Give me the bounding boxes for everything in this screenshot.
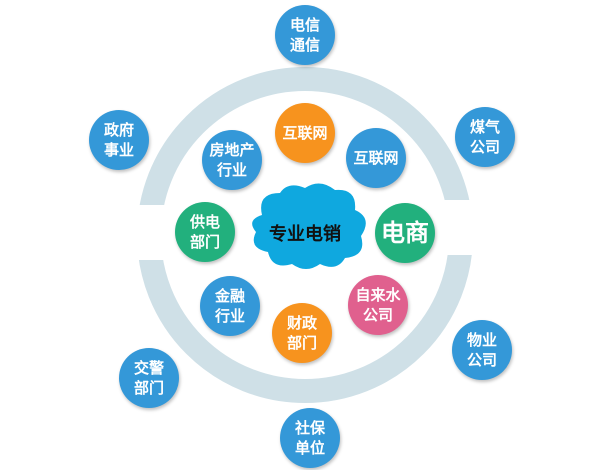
cloud-shape [252,183,366,269]
node-text: 供电 [189,213,220,231]
node-text: 财政 [286,314,317,332]
node-text: 电商 [381,219,429,247]
node-social-security[interactable]: 社保 单位 [280,408,340,468]
node-water[interactable]: 自来水 公司 [348,275,408,335]
node-text: 公司 [362,306,393,324]
node-telecom[interactable]: 电信 通信 [275,5,335,65]
ring-gap-right [440,200,490,255]
node-text: 自来水 [355,286,401,304]
node-government[interactable]: 政府 事业 [89,110,149,170]
node-text: 公司 [466,351,497,369]
node-text: 煤气 [469,118,500,136]
node-text: 通信 [289,36,320,54]
node-finance[interactable]: 金融 行业 [200,276,260,336]
node-text: 互联网 [353,149,399,167]
node-text: 物业 [466,331,497,349]
node-text: 金融 [214,287,245,305]
node-traffic-police[interactable]: 交警 部门 [119,348,179,408]
node-text: 部门 [189,233,220,251]
node-text: 政府 [103,121,134,139]
node-internet-orange[interactable]: 互联网 [275,103,335,163]
node-text: 房地产 [209,141,255,159]
node-ecommerce[interactable]: 电商 [375,203,435,263]
node-text: 交警 [133,359,164,377]
node-power-supply[interactable]: 供电 部门 [175,202,235,262]
node-text: 公司 [469,138,500,156]
node-internet-blue[interactable]: 互联网 [346,128,406,188]
node-real-estate[interactable]: 房地产 行业 [202,130,262,190]
node-text: 行业 [216,161,247,179]
node-text: 电信 [289,16,320,34]
center-label: 专业电销 [269,224,341,245]
node-text: 事业 [103,141,134,159]
ring-gap-left [120,205,170,260]
node-text: 部门 [133,379,164,397]
node-text: 部门 [286,334,317,352]
node-text: 行业 [214,307,245,325]
node-text: 社保 [294,419,325,437]
node-text: 互联网 [282,124,328,142]
node-text: 单位 [294,439,325,457]
node-property[interactable]: 物业 公司 [452,320,512,380]
node-gas[interactable]: 煤气 公司 [455,107,515,167]
node-finance-dept[interactable]: 财政 部门 [272,303,332,363]
